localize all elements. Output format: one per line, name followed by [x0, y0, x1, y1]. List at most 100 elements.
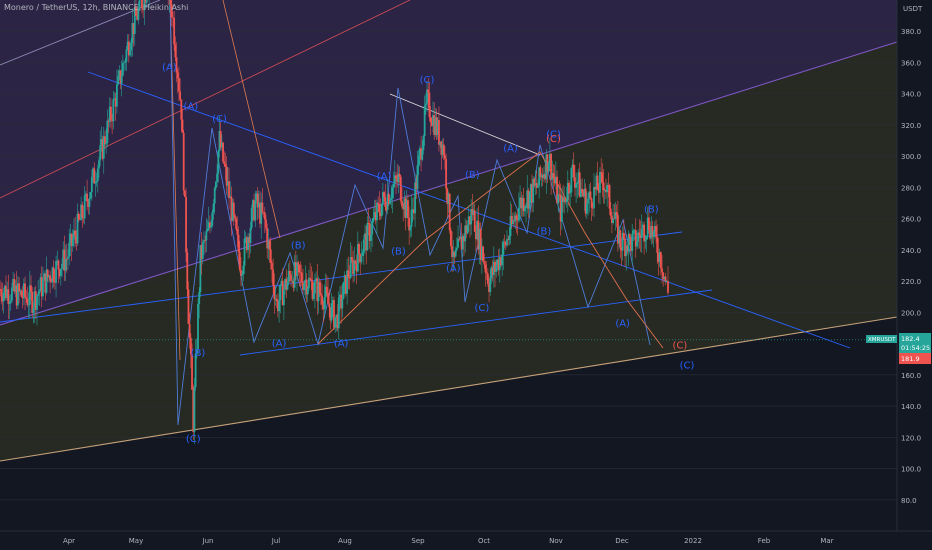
candle-body — [347, 270, 350, 278]
candle-body — [170, 4, 173, 18]
channel-mid-line[interactable] — [0, 41, 898, 326]
candle-body — [494, 261, 496, 272]
candle-body — [416, 165, 419, 189]
candle-body — [55, 261, 57, 283]
candle-body — [186, 252, 189, 290]
candle-body — [349, 257, 352, 278]
candle-body — [390, 198, 393, 201]
candle-body — [381, 192, 384, 204]
candle-body — [565, 200, 568, 202]
candle-body — [68, 242, 71, 257]
candle-body — [599, 172, 601, 193]
orange-drop-line[interactable] — [222, 0, 281, 239]
candle-body — [595, 175, 598, 190]
candle-body — [485, 272, 488, 274]
candle-body — [212, 203, 215, 213]
mid-trend-line[interactable] — [0, 231, 683, 323]
candle-body — [461, 235, 464, 250]
candle-body — [42, 280, 44, 297]
wave-zigzag-blue[interactable] — [169, 0, 651, 426]
candle-body — [262, 212, 265, 213]
channel-support-line[interactable] — [0, 316, 898, 462]
candle-body — [504, 242, 507, 246]
candle-body — [513, 220, 516, 222]
upper-channel-line[interactable] — [0, 0, 161, 66]
candle-body — [299, 272, 302, 274]
candle-body — [609, 208, 612, 216]
candle-body — [538, 167, 541, 186]
candle-body — [87, 201, 90, 207]
candle-body — [655, 226, 657, 238]
y-tick-label: 200.0 — [901, 309, 921, 317]
candle-body — [67, 256, 69, 259]
candle-body — [108, 106, 111, 122]
candle-body — [58, 269, 61, 277]
candle-body — [49, 275, 51, 281]
candle-body — [52, 267, 55, 281]
candle-body — [571, 164, 574, 168]
candle-body — [500, 257, 502, 266]
candle-body — [232, 202, 235, 216]
candle-body — [335, 314, 338, 318]
candle-body — [188, 323, 191, 338]
candle-body — [540, 175, 543, 178]
candle-body — [119, 70, 122, 84]
candle-body — [379, 212, 382, 217]
candle-body — [633, 230, 636, 231]
candle-body — [216, 173, 218, 182]
candle-body — [411, 209, 414, 210]
candle-body — [142, 8, 145, 11]
candle-body — [205, 231, 208, 241]
candle-body — [652, 231, 655, 237]
time-axis[interactable]: Apr May Jun Jul Aug Sep Oct Nov Dec 2022 Feb Mar — [0, 530, 932, 550]
wave-labels: (A) (A) (C) (B) (C) (B) (A) (A) (A) (C) (B) (A) (B) (… — [162, 62, 694, 445]
candle-body — [512, 220, 514, 224]
candle-body — [339, 294, 341, 298]
candle-body — [498, 257, 501, 271]
candle-body — [572, 164, 575, 178]
time-axis-bg — [0, 531, 932, 550]
candle-body — [426, 89, 428, 104]
candle-body — [448, 193, 451, 231]
candle-body — [353, 260, 356, 275]
orange-spike-line[interactable] — [169, 0, 181, 361]
candle-body — [645, 235, 648, 240]
candle-body — [172, 17, 174, 18]
candle-body — [46, 269, 49, 278]
candle-body — [123, 62, 125, 64]
candle-body — [209, 222, 211, 228]
candle-body — [183, 190, 186, 197]
lower-trend-line[interactable] — [239, 289, 713, 356]
candle-body — [563, 198, 566, 203]
white-trend-line[interactable] — [389, 93, 541, 156]
candle-body — [6, 289, 9, 299]
y-tick-label: 240.0 — [901, 247, 921, 255]
candle-body — [491, 267, 494, 276]
wave-zigzag-red[interactable] — [317, 151, 664, 349]
candle-body — [56, 260, 59, 262]
candle-body — [93, 168, 96, 184]
candle-body — [533, 178, 536, 186]
candle-body — [57, 260, 60, 270]
candle-body — [380, 203, 383, 217]
candle-body — [330, 303, 333, 321]
candle-body — [531, 184, 533, 203]
wave-label: (C) — [673, 340, 688, 351]
candle-body — [492, 261, 495, 276]
candle-body — [255, 193, 258, 201]
candle-body — [541, 175, 544, 179]
candle-body — [62, 249, 65, 264]
candle-body — [601, 172, 604, 183]
candle-body — [182, 132, 185, 191]
candle-body — [482, 246, 484, 262]
candle-body — [367, 222, 370, 224]
red-rising-line[interactable] — [0, 0, 411, 199]
candle-body — [169, 0, 172, 5]
candle-body — [287, 271, 290, 282]
candle-body — [278, 300, 281, 312]
candle-body — [125, 49, 128, 62]
candle-body — [112, 99, 115, 122]
